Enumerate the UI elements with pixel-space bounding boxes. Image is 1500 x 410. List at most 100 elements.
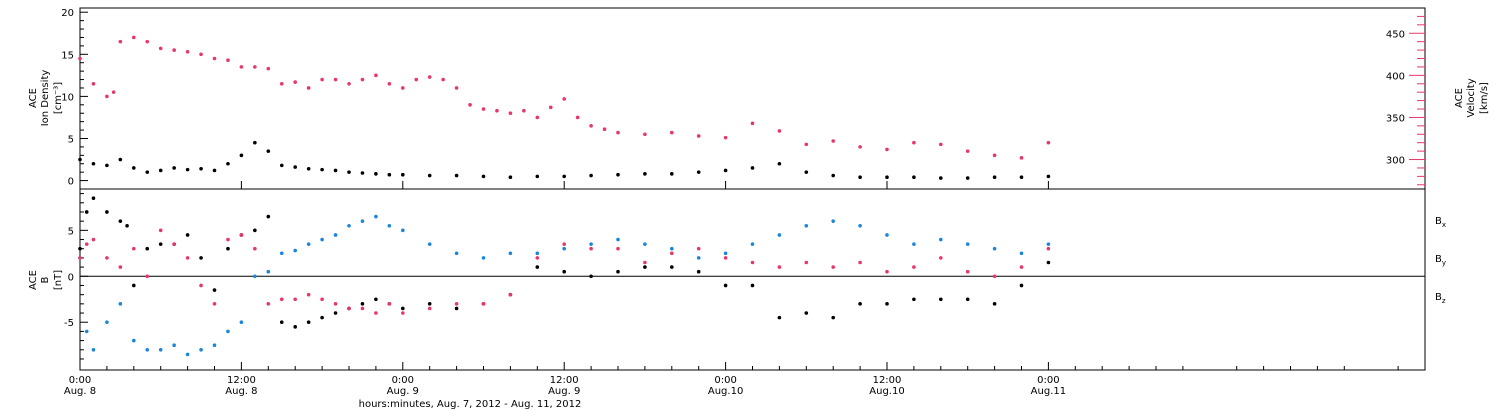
by-point [199, 347, 203, 352]
x-tick-date: Aug. 8 [225, 386, 257, 397]
bx-point [91, 196, 96, 200]
bottom-left-axis: -5 0 5 [64, 193, 88, 360]
bz-point [185, 256, 190, 260]
data-marks [78, 35, 1051, 357]
bx-point [723, 283, 728, 288]
velocity-point [670, 130, 674, 135]
density-point [535, 174, 540, 179]
bottom-left-tick-label: 5 [68, 226, 74, 237]
x-tick-time: 12:00 [550, 375, 579, 386]
by-point [643, 242, 647, 246]
top-left-tick-label: 15 [61, 50, 74, 61]
by-point [965, 242, 970, 246]
by-point [145, 347, 150, 352]
by-point [912, 242, 916, 246]
by-point [481, 256, 486, 260]
density-point [562, 174, 566, 179]
velocity-point [374, 73, 378, 78]
density-point [266, 149, 271, 153]
by-point [279, 251, 284, 256]
velocity-point [212, 56, 217, 61]
density-point [939, 176, 943, 180]
by-point [212, 343, 217, 347]
by-point [132, 338, 136, 343]
density-point [347, 170, 351, 174]
velocity-point [750, 121, 755, 126]
velocity-point [91, 81, 96, 86]
bz-point [172, 242, 176, 246]
velocity-point [105, 94, 109, 99]
velocity-point [548, 105, 553, 110]
velocity-point [111, 90, 116, 94]
bz-point [279, 297, 284, 302]
velocity-point [199, 52, 203, 57]
bx-point [374, 297, 378, 302]
bx-point [643, 265, 647, 269]
by-point [562, 246, 566, 251]
density-point [723, 168, 728, 173]
bz-point [118, 265, 123, 269]
by-point [777, 233, 782, 237]
density-point [226, 161, 230, 166]
bx-point [226, 246, 230, 251]
bz-point [145, 274, 150, 279]
velocity-point [804, 142, 809, 147]
density-point [992, 175, 997, 180]
top-left-ylabel-line3: [cm⁻³] [53, 82, 64, 114]
bx-point [125, 223, 129, 228]
bz-point [78, 256, 82, 260]
velocity-point [266, 66, 271, 71]
by-point [885, 233, 889, 237]
velocity-point [885, 147, 889, 152]
bz-point [306, 292, 311, 297]
x-tick-time: 12:00 [873, 375, 902, 386]
density-point [293, 165, 298, 169]
bx-point [804, 311, 809, 315]
by-point [939, 237, 943, 242]
bx-point [306, 320, 311, 325]
bx-point [78, 246, 82, 251]
bz-point [320, 297, 324, 302]
velocity-point [992, 153, 997, 158]
top-left-axis: 0 5 10 15 20 [61, 8, 88, 188]
density-point [320, 167, 324, 172]
bz-point [239, 233, 244, 237]
top-panel-frame [79, 7, 1426, 190]
velocity-point [858, 145, 862, 149]
density-point [374, 172, 378, 176]
bx-point [333, 311, 338, 315]
density-point [239, 153, 244, 158]
bottom-ylabel-line3: [nT] [53, 270, 64, 290]
velocity-point [427, 75, 432, 79]
velocity-point [522, 108, 526, 113]
by-point [696, 256, 701, 260]
bz-point [508, 292, 513, 297]
legend-bx: Bx [1435, 216, 1446, 229]
bz-point [105, 256, 109, 260]
bx-point [132, 283, 136, 288]
bz-point [387, 302, 392, 306]
bx-point [253, 228, 257, 233]
by-point [347, 223, 351, 228]
by-point [401, 228, 405, 233]
bx-point [696, 269, 701, 274]
bz-point [992, 274, 997, 279]
bx-point [320, 315, 324, 320]
density-point [804, 170, 809, 174]
by-point [158, 347, 163, 352]
bz-point [643, 260, 647, 265]
density-point [616, 172, 620, 177]
bx-point [965, 297, 970, 302]
bx-point [589, 274, 593, 279]
top-left-tick-label: 0 [68, 177, 74, 188]
bz-point [266, 302, 271, 306]
bz-point [347, 306, 351, 311]
bx-point [616, 269, 620, 274]
velocity-point [939, 142, 943, 147]
density-point [831, 173, 835, 178]
bx-point [266, 214, 271, 219]
bx-point [118, 219, 123, 223]
bz-point [91, 237, 96, 242]
velocity-point [1019, 156, 1024, 160]
